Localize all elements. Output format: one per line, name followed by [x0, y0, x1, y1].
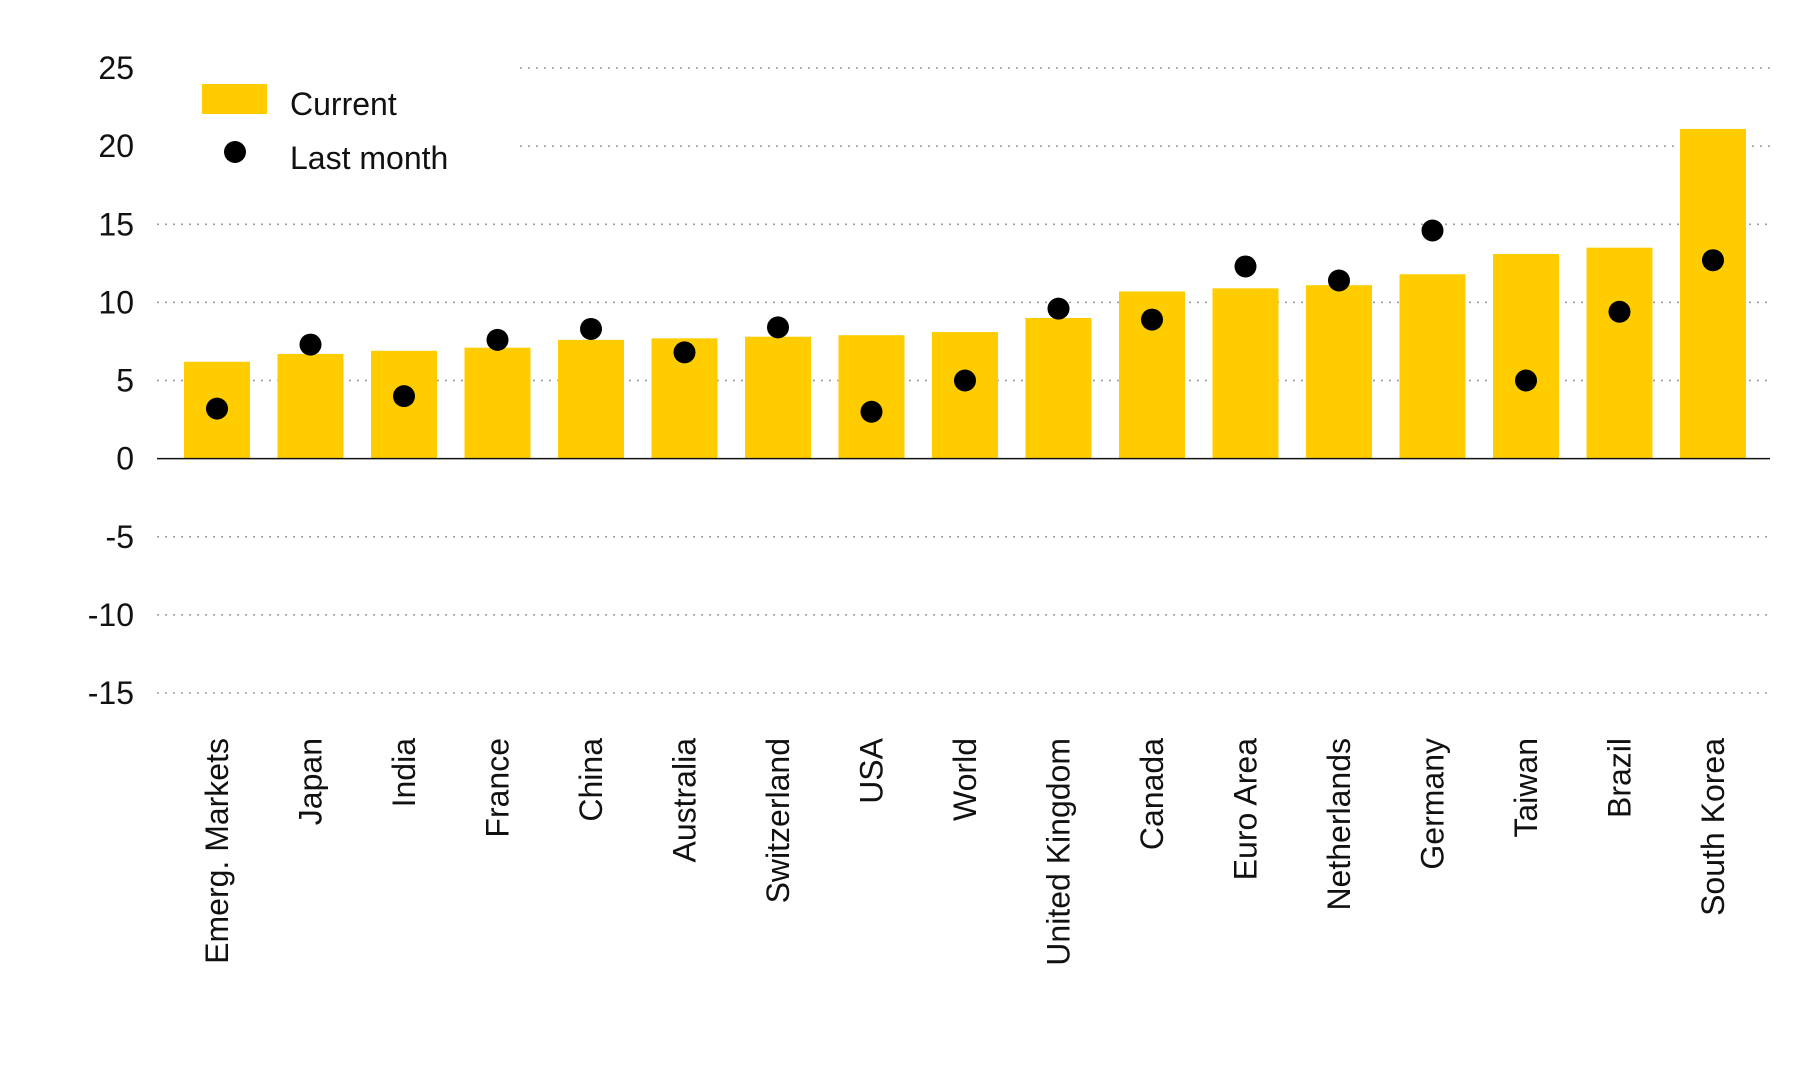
x-category-label: USA [854, 737, 890, 803]
dot-last-month [299, 333, 322, 356]
x-category-label: World [947, 738, 983, 821]
y-tick-label: -5 [106, 519, 134, 555]
x-category-label: Australia [667, 738, 703, 863]
y-tick-label: -10 [88, 597, 134, 633]
bar-current [464, 347, 531, 459]
dot-last-month [1608, 300, 1631, 323]
bar-current [838, 335, 905, 459]
y-tick-label: 20 [98, 128, 134, 164]
x-category-label: Japan [293, 738, 329, 825]
dot-last-month [1328, 269, 1350, 292]
x-category-label: Euro Area [1228, 738, 1264, 881]
x-category-label: Germany [1415, 738, 1451, 870]
x-category-label: United Kingdom [1041, 738, 1077, 966]
bar-current [1399, 274, 1466, 459]
legend-swatch-last-month [224, 141, 246, 163]
legend-label-last-month: Last month [290, 140, 448, 176]
y-tick-label: -15 [88, 675, 134, 711]
legend-label-current: Current [290, 86, 397, 122]
x-category-label: Switzerland [760, 738, 796, 903]
dot-last-month [580, 317, 602, 340]
x-category-label: India [386, 738, 422, 808]
y-tick-label: 15 [98, 206, 134, 242]
dot-last-month [1421, 219, 1444, 242]
y-tick-label: 0 [116, 441, 134, 477]
x-category-label: South Korea [1695, 738, 1731, 916]
dot-last-month [206, 397, 228, 420]
dot-layer [206, 219, 1724, 423]
bar-current [932, 332, 998, 459]
legend-swatch-current [202, 84, 267, 114]
dot-last-month [767, 316, 789, 339]
x-category-label: Emerg. Markets [199, 738, 235, 964]
dot-last-month [393, 385, 415, 408]
legend: Current Last month [202, 84, 448, 176]
dot-last-month [1702, 249, 1724, 272]
bar-current [1025, 318, 1092, 459]
y-tick-label: 10 [98, 284, 134, 320]
bar-current [1212, 288, 1279, 459]
bar-current [1306, 285, 1372, 459]
bar-layer [184, 128, 1746, 459]
dot-last-month [486, 328, 509, 351]
dot-last-month [673, 341, 696, 364]
x-category-label: Netherlands [1321, 738, 1357, 911]
bar-current [1586, 247, 1653, 459]
x-category-label: China [573, 738, 609, 822]
bar-current [1493, 253, 1559, 459]
dot-last-month [860, 400, 883, 423]
x-category-label: Canada [1134, 738, 1170, 850]
bar-current [558, 339, 624, 459]
x-axis-labels: Emerg. Markets Japan India France China Austr… [199, 737, 1731, 965]
x-category-label: Brazil [1602, 738, 1638, 818]
bar-current [745, 336, 811, 459]
dot-last-month [1047, 297, 1070, 320]
dot-last-month [954, 369, 976, 392]
dot-last-month [1141, 308, 1163, 331]
dot-last-month [1515, 369, 1537, 392]
dot-last-month [1234, 255, 1257, 278]
y-axis-ticks: 25 20 15 10 5 0 -5 -10 -15 [88, 50, 134, 711]
bar-current [1680, 128, 1746, 459]
y-tick-label: 25 [98, 50, 134, 86]
y-tick-label: 5 [116, 363, 134, 399]
bar-current [277, 353, 344, 459]
x-category-label: France [480, 738, 516, 838]
x-category-label: Taiwan [1508, 738, 1544, 838]
